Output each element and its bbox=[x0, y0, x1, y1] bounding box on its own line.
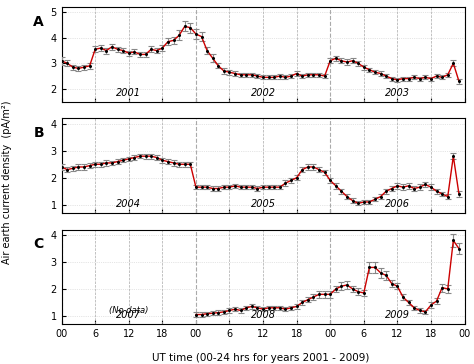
Text: 2002: 2002 bbox=[251, 88, 275, 98]
Text: 2008: 2008 bbox=[251, 310, 275, 320]
Text: 2001: 2001 bbox=[116, 88, 141, 98]
Text: 2006: 2006 bbox=[385, 199, 410, 209]
Text: 2005: 2005 bbox=[251, 199, 275, 209]
Text: A: A bbox=[33, 15, 44, 29]
Text: 2004: 2004 bbox=[116, 199, 141, 209]
Text: (No data): (No data) bbox=[109, 306, 148, 316]
Text: C: C bbox=[33, 237, 44, 251]
Text: UT time (00-24 hrs for years 2001 - 2009): UT time (00-24 hrs for years 2001 - 2009… bbox=[152, 353, 369, 363]
Text: 2003: 2003 bbox=[385, 88, 410, 98]
Text: 2007: 2007 bbox=[116, 310, 141, 320]
Text: Air earth current density  (pA/m²): Air earth current density (pA/m²) bbox=[2, 100, 12, 264]
Text: B: B bbox=[33, 126, 44, 140]
Text: 2009: 2009 bbox=[385, 310, 410, 320]
